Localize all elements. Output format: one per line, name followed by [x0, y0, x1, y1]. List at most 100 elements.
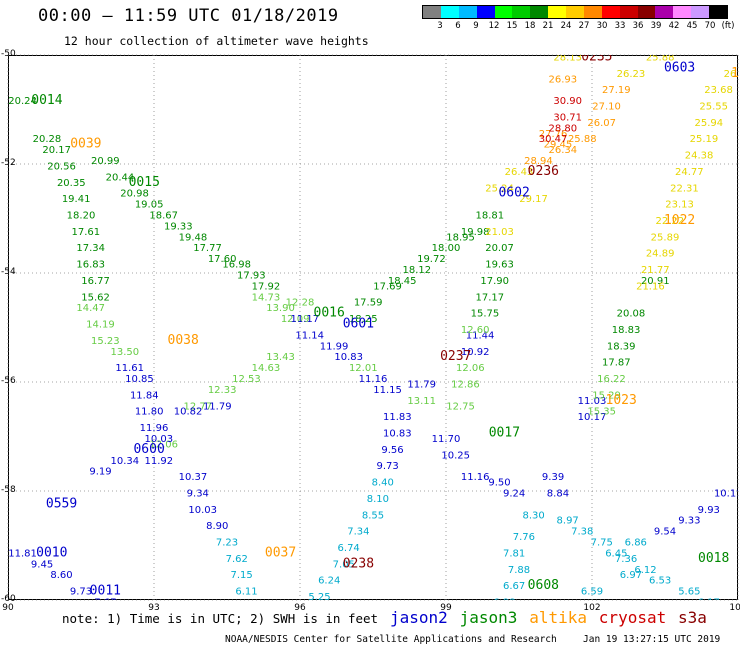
swh-value: 8.40: [372, 478, 394, 489]
swh-value: 6.74: [338, 543, 360, 554]
swh-value: 17.77: [193, 243, 222, 254]
swh-value: 17.61: [72, 227, 101, 238]
footer-timestamp: Jan 19 13:27:15 UTC 2019: [583, 634, 721, 645]
swh-value: 7.15: [230, 570, 252, 581]
swh-value: 13.50: [110, 347, 139, 358]
swh-value: 20.56: [47, 161, 76, 172]
swh-value: 20.28: [33, 134, 62, 145]
colorbar-cell: [709, 6, 727, 18]
colorbar-labels: 3 6 9 12 15 18 21 24 27 30 33 36 39 42 45 70 (ft): [422, 21, 734, 33]
swh-value: 9.56: [381, 445, 403, 456]
swh-value: 9.54: [654, 527, 676, 538]
swh-value: 5.48: [737, 619, 740, 630]
page-subtitle: 12 hour collection of altimeter wave hei…: [64, 34, 369, 48]
swh-value: 18.00: [432, 243, 461, 254]
swh-value: 27.10: [592, 102, 621, 113]
swh-value: 20.17: [42, 145, 71, 156]
swh-value: 21.77: [641, 265, 670, 276]
pass-time-label: 0017: [489, 426, 520, 441]
swh-value: 6.12: [634, 565, 656, 576]
longitude-tick-label: 96: [294, 603, 306, 613]
swh-value: 22.22: [656, 216, 685, 227]
swh-value: 18.20: [67, 211, 96, 222]
footer-credit: NOAA/NESDIS Center for Satellite Applica…: [225, 634, 557, 645]
swh-value: 11.81: [8, 548, 37, 559]
longitude-tick-label: 102: [583, 603, 601, 613]
swh-value: 9.50: [488, 478, 510, 489]
swh-value: 7.05: [333, 559, 355, 570]
colorbar-cell: [512, 6, 531, 18]
colorbar-cell: [637, 6, 656, 18]
swh-value: 17.87: [602, 358, 631, 369]
swh-value: 26.93: [548, 74, 577, 85]
swh-value: 19.48: [179, 232, 208, 243]
swh-value: 30.71: [553, 112, 582, 123]
swh-value: 15.23: [91, 336, 120, 347]
longitude-tick-label: 93: [148, 603, 160, 613]
colorbar-cell: [530, 6, 549, 18]
swh-value: 9.39: [542, 472, 564, 483]
swh-value: 18.39: [607, 341, 636, 352]
swh-value: 18.83: [612, 325, 641, 336]
pass-time-label: 0601: [343, 317, 374, 332]
swh-value: 15.29: [592, 390, 621, 401]
swh-value: 12.06: [149, 439, 178, 450]
colorbar-label: (ft): [721, 21, 735, 31]
swh-value: 7.34: [347, 527, 369, 538]
swh-value: 30.90: [553, 96, 582, 107]
colorbar-label: 45: [686, 21, 698, 31]
swh-value: 17.90: [480, 276, 509, 287]
legend-item-jason2: jason2: [390, 608, 448, 627]
pass-time-label: 0015: [129, 175, 160, 190]
colorbar-label: 15: [506, 21, 518, 31]
swh-value: 12.53: [232, 374, 261, 385]
swh-value: 24.89: [646, 249, 675, 260]
map-frame: [8, 55, 738, 600]
swh-value: 18.95: [446, 232, 475, 243]
pass-time-label: 0011: [90, 584, 121, 599]
swh-value: 13.90: [266, 303, 295, 314]
colorbar-label: 30: [596, 21, 608, 31]
swh-value: 28.80: [548, 123, 577, 134]
colorbar-label: 21: [542, 21, 554, 31]
swh-value: 6.59: [581, 587, 603, 598]
swh-value: 7.81: [503, 548, 525, 559]
swh-value: 30.47: [539, 134, 568, 145]
wave-height-colorbar: [422, 5, 728, 19]
swh-value: 20.24: [8, 96, 37, 107]
colorbar-cell: [691, 6, 709, 18]
swh-value: 27.19: [602, 85, 631, 96]
colorbar-cell: [548, 6, 566, 18]
swh-value: 11.84: [130, 390, 159, 401]
pass-time-label: 0016: [314, 306, 345, 321]
swh-value: 15.75: [471, 309, 500, 320]
pass-time-label: 0603: [664, 60, 695, 75]
pass-time-label: 0236: [528, 164, 559, 179]
swh-value: 10.83: [334, 352, 363, 363]
swh-value: 7.36: [615, 554, 637, 565]
swh-value: 16.83: [76, 260, 105, 271]
swh-value: 25.89: [651, 232, 680, 243]
latitude-tick-label: -56: [1, 376, 16, 386]
swh-value: 6.17: [698, 597, 720, 608]
colorbar-cell: [494, 6, 513, 18]
swh-value: 26.86: [724, 69, 740, 80]
footnote: note: 1) Time is in UTC; 2) SWH is in fe…: [62, 611, 379, 626]
colorbar-label: 39: [650, 21, 662, 31]
swh-value: 7.75: [591, 538, 613, 549]
swh-value: 10.92: [461, 347, 490, 358]
swh-value: 6.53: [649, 576, 671, 587]
swh-value: 23.13: [665, 200, 694, 211]
colorbar-cell: [619, 6, 638, 18]
swh-value: 9.24: [503, 488, 525, 499]
swh-value: 17.93: [237, 270, 266, 281]
swh-value: 24.77: [675, 167, 704, 178]
swh-value: 8.84: [547, 488, 569, 499]
pass-time-label: 0608: [528, 578, 559, 593]
swh-value: 9.73: [376, 461, 398, 472]
latitude-tick-label: -50: [1, 49, 16, 59]
swh-value: 18.12: [402, 265, 431, 276]
swh-value: 8.60: [50, 570, 72, 581]
swh-value: 11.61: [115, 363, 144, 374]
